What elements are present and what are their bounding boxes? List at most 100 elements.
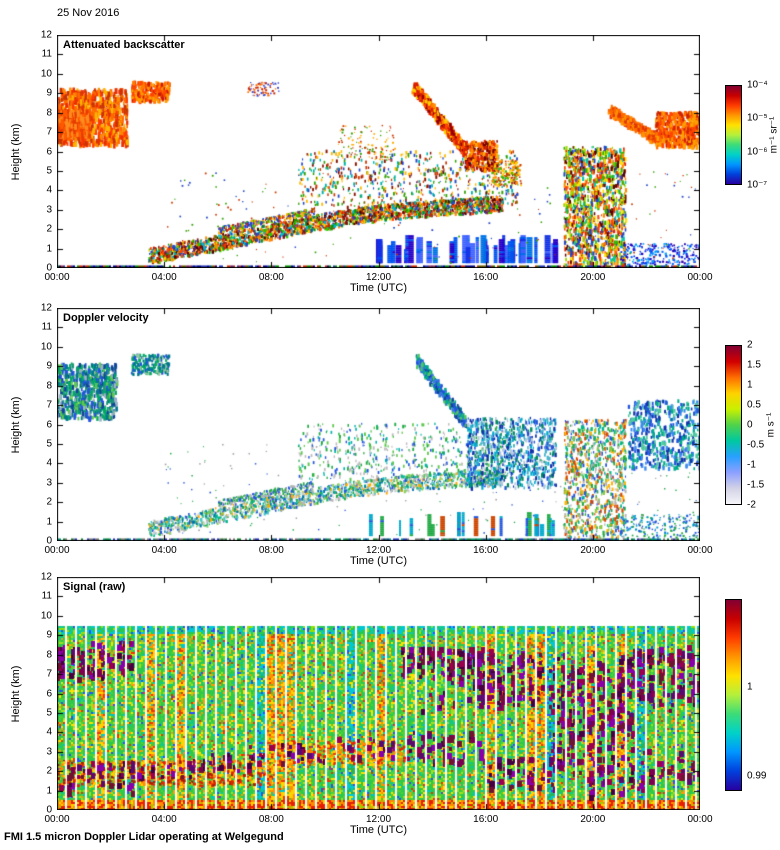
y-tick-label: 12 xyxy=(40,302,52,314)
y-tick-label: 11 xyxy=(41,590,52,602)
x-tick-label: 00:00 xyxy=(44,814,70,825)
panel-title: Attenuated backscatter xyxy=(63,39,185,51)
x-tick-label: 00:00 xyxy=(687,545,713,556)
y-tick-label: 4 xyxy=(46,726,52,738)
x-tick-label: 00:00 xyxy=(687,814,713,825)
y-tick-label: 2 xyxy=(46,765,52,777)
y-tick-label: 10 xyxy=(40,610,52,622)
y-tick-label: 7 xyxy=(46,668,52,680)
y-tick-label: 3 xyxy=(46,477,52,489)
x-tick-label: 00:00 xyxy=(687,272,713,283)
colorbar-gradient xyxy=(725,345,742,505)
y-tick-label: 7 xyxy=(46,399,52,411)
y-tick-label: 12 xyxy=(40,29,52,41)
colorbar: 2 1.5 1 0.5 0 -0.5 -1 -1.5 -2 m s⁻¹ xyxy=(725,340,777,511)
y-tick-label: 8 xyxy=(46,380,52,392)
y-tick-label: 8 xyxy=(46,649,52,661)
y-tick-label: 0 xyxy=(46,804,52,816)
y-tick-label: 0 xyxy=(46,535,52,547)
y-tick-label: 8 xyxy=(46,107,52,119)
y-tick-label: 5 xyxy=(46,707,52,719)
y-axis-label: Height (km) xyxy=(10,665,22,722)
panel-title: Signal (raw) xyxy=(63,581,126,593)
x-tick-label: 00:00 xyxy=(44,272,70,283)
colorbar-gradient xyxy=(725,599,742,791)
x-tick-label: 04:00 xyxy=(151,272,177,283)
date-label: 25 Nov 2016 xyxy=(57,7,120,19)
y-tick-label: 0 xyxy=(46,262,52,274)
y-tick-label: 6 xyxy=(46,146,52,157)
y-tick-label: 7 xyxy=(46,126,52,138)
y-tick-label: 10 xyxy=(40,341,52,353)
y-tick-label: 1 xyxy=(46,243,52,255)
x-tick-label: 12:00 xyxy=(365,272,392,283)
y-tick-label: 12 xyxy=(40,571,52,583)
x-tick-label: 16:00 xyxy=(473,272,499,283)
y-tick-label: 5 xyxy=(46,165,52,177)
colorbar-tick-label: 1 xyxy=(747,681,753,693)
colorbar-tick-label: 10⁻⁶ xyxy=(747,146,768,158)
colorbar-tick-label: -1 xyxy=(747,459,756,471)
y-tick-label: 3 xyxy=(46,746,52,758)
y-tick-label: 1 xyxy=(46,785,52,797)
x-tick-label: 08:00 xyxy=(258,814,284,825)
colorbar-gradient xyxy=(725,85,742,185)
x-axis-label: Time (UTC) xyxy=(349,824,408,836)
y-tick-label: 1 xyxy=(46,516,52,528)
x-axis-label: Time (UTC) xyxy=(349,282,408,294)
figure-caption: FMI 1.5 micron Doppler Lidar operating a… xyxy=(4,831,284,843)
colorbar-tick-label: -0.5 xyxy=(747,439,765,451)
x-tick-label: 00:00 xyxy=(44,545,70,556)
y-tick-label: 11 xyxy=(41,48,52,60)
velocity-plot-canvas xyxy=(57,308,700,541)
x-tick-label: 12:00 xyxy=(365,545,392,556)
colorbar-tick-label: -2 xyxy=(747,499,756,511)
y-tick-label: 4 xyxy=(46,457,52,469)
y-axis-label: Height (km) xyxy=(10,123,22,180)
y-tick-label: 5 xyxy=(46,438,52,450)
y-tick-label: 6 xyxy=(46,419,52,430)
colorbar-tick-label: 1.5 xyxy=(747,359,761,371)
colorbar-tick-label: 10⁻⁷ xyxy=(747,179,768,191)
y-tick-label: 9 xyxy=(46,360,52,372)
x-tick-label: 08:00 xyxy=(258,272,284,283)
backscatter-plot-canvas xyxy=(57,35,700,268)
colorbar-tick-label: 10⁻⁴ xyxy=(747,79,768,91)
x-tick-label: 08:00 xyxy=(258,545,284,556)
x-tick-label: 12:00 xyxy=(365,814,392,825)
y-tick-label: 3 xyxy=(46,204,52,216)
y-tick-label: 9 xyxy=(46,629,52,641)
x-tick-label: 16:00 xyxy=(473,814,499,825)
x-tick-label: 04:00 xyxy=(151,545,177,556)
panel-doppler-velocity: Doppler velocity Height (km) Time (UTC) … xyxy=(10,303,777,568)
y-tick-label: 4 xyxy=(46,184,52,196)
colorbar-tick-label: 10⁻⁵ xyxy=(747,112,768,124)
colorbar-tick-label: 0.5 xyxy=(747,399,761,411)
y-tick-label: 9 xyxy=(46,87,52,99)
colorbar: 1 0.99 xyxy=(725,599,766,791)
y-tick-label: 2 xyxy=(46,496,52,508)
colorbar-tick-label: 0.99 xyxy=(747,770,767,782)
x-tick-label: 20:00 xyxy=(580,545,606,556)
colorbar: 10⁻⁴ 10⁻⁵ 10⁻⁶ 10⁻⁷ m⁻¹ sr⁻¹ xyxy=(725,80,780,191)
colorbar-unit-label: m s⁻¹ xyxy=(765,412,777,438)
y-tick-label: 11 xyxy=(41,321,52,333)
panel-attenuated-backscatter: Attenuated backscatter Height (km) Time … xyxy=(10,30,780,295)
y-axis-label: Height (km) xyxy=(10,396,22,453)
x-axis-label: Time (UTC) xyxy=(349,555,408,567)
y-tick-label: 2 xyxy=(46,223,52,235)
panel-signal-raw: Signal (raw) Height (km) Time (UTC) 00:0… xyxy=(10,572,766,837)
x-tick-label: 16:00 xyxy=(473,545,499,556)
colorbar-tick-label: 1 xyxy=(747,379,753,391)
x-tick-label: 20:00 xyxy=(580,814,606,825)
y-tick-label: 10 xyxy=(40,68,52,80)
panel-title: Doppler velocity xyxy=(63,312,149,324)
y-tick-label: 6 xyxy=(46,688,52,699)
x-tick-label: 04:00 xyxy=(151,814,177,825)
colorbar-tick-label: -1.5 xyxy=(747,479,765,491)
colorbar-unit-label: m⁻¹ sr⁻¹ xyxy=(768,116,780,154)
signal-plot-canvas xyxy=(57,577,700,810)
colorbar-tick-label: 2 xyxy=(747,339,753,351)
colorbar-tick-label: 0 xyxy=(747,419,753,431)
x-tick-label: 20:00 xyxy=(580,272,606,283)
